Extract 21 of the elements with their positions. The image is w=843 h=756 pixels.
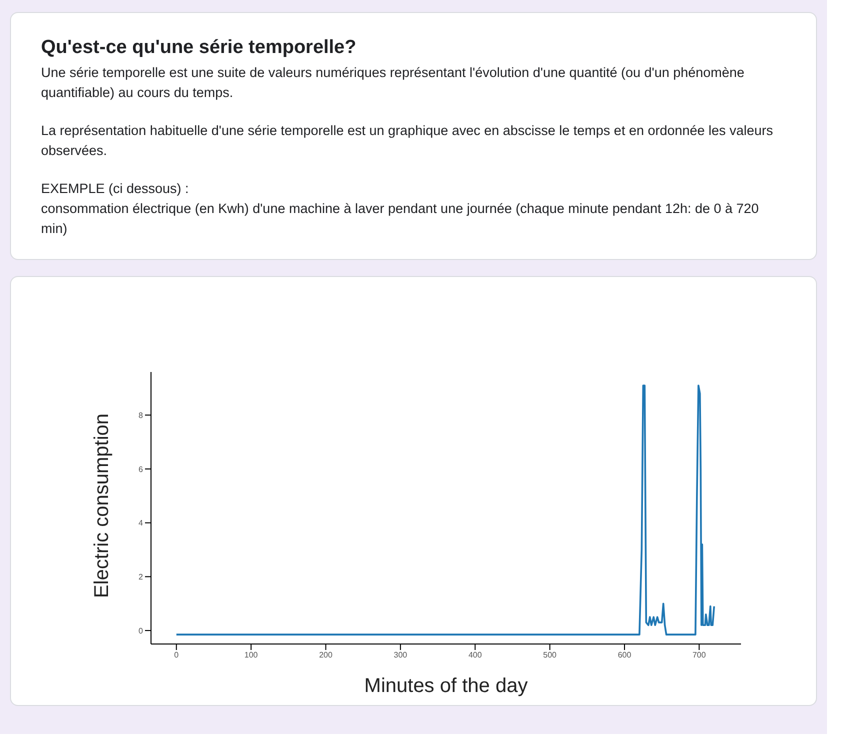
y-tick-label: 6 — [138, 464, 144, 474]
text: Une série temporelle est une suite de valeurs numériques représentant l'évolution d'une quantité (ou d'un phénomène quantifiable) au cours du temps. — [41, 64, 746, 102]
x-axis-title: Minutes of the day — [364, 675, 528, 697]
x-tick-label: 400 — [468, 650, 482, 660]
x-tick-label: 0 — [174, 650, 180, 660]
chart-title: Qu'est-ce qu'une série temporelle? — [41, 37, 358, 59]
text: consommation électrique (en Kwh) d'une machine à laver pendant une journée (chaque minute pendant 12h: de 0 à 720 min) — [41, 200, 760, 238]
x-tick-label: 100 — [244, 650, 258, 660]
x-tick-label: 200 — [319, 650, 333, 660]
x-tick-label: 300 — [394, 650, 408, 660]
x-tick-label: 700 — [692, 650, 706, 660]
line-series — [175, 384, 716, 636]
x-tick-label: 500 — [543, 650, 558, 660]
text: EXEMPLE (ci dessous) : — [41, 180, 190, 198]
y-axis-title: Electric consumption — [91, 413, 114, 598]
y-tick-label: 4 — [138, 518, 144, 528]
x-tick-label: 600 — [618, 650, 632, 660]
text: La représentation habituelle d'une série temporelle est un graphique avec en abscisse le temps et en ordonnée les valeurs observées. — [41, 122, 774, 160]
y-tick-label: 8 — [138, 410, 144, 420]
y-tick-label: 0 — [138, 626, 144, 636]
y-tick-label: 2 — [138, 572, 144, 582]
